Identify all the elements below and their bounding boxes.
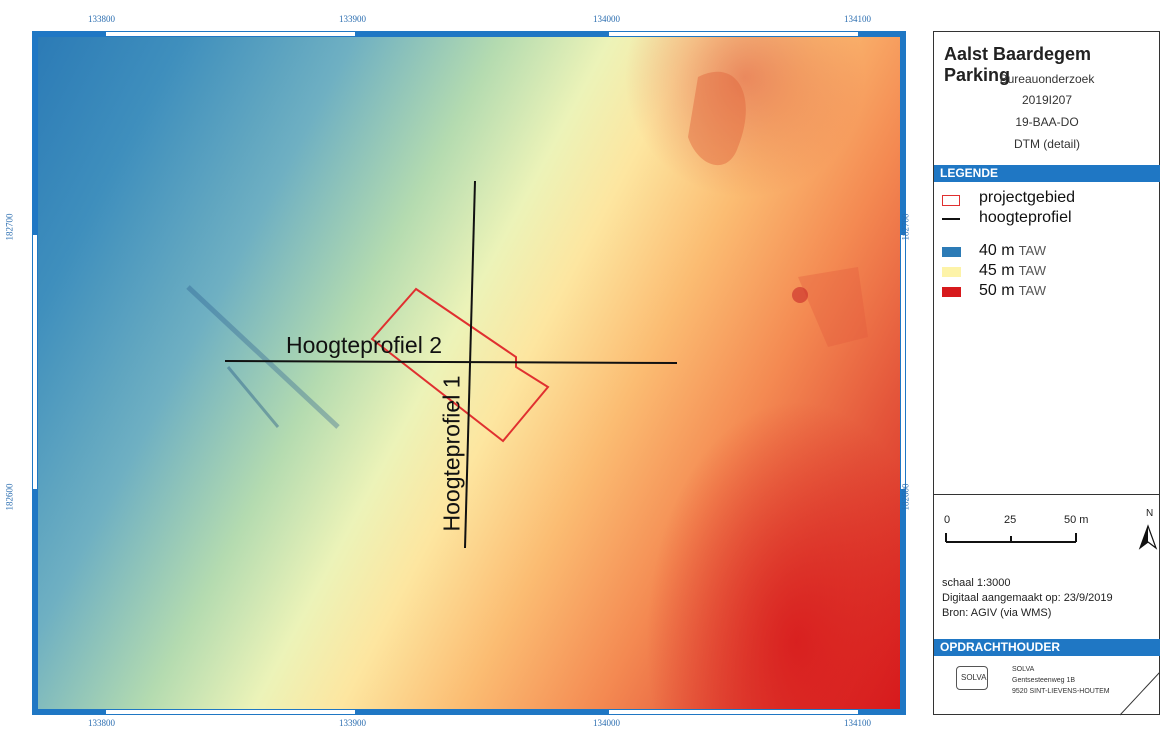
legend-unit: TAW xyxy=(1018,283,1047,298)
legend-header: LEGENDE xyxy=(934,165,1160,182)
terrain-feature xyxy=(792,287,808,303)
y-tick-label: 182600 xyxy=(900,483,911,511)
divider xyxy=(934,494,1160,495)
subtitle-line: 2019I207 xyxy=(1021,93,1073,107)
logo-text: SOLVA xyxy=(961,673,987,682)
profile-2-label: Hoogteprofiel 2 xyxy=(286,332,442,358)
creation-date-text: Digitaal aangemaakt op: 23/9/2019 xyxy=(942,592,1113,604)
profile-line-1 xyxy=(464,180,476,549)
client-city: 9520 SINT-LIEVENS-HOUTEM xyxy=(1012,688,1110,695)
scalebar-label: 0 xyxy=(944,514,951,526)
legend-class-45: 45 m TAW xyxy=(979,262,1046,280)
x-tick-label: 134000 xyxy=(593,718,620,728)
source-text: Bron: AGIV (via WMS) xyxy=(942,607,1052,619)
scalebar-label: 25 xyxy=(1004,514,1017,526)
legend-class-50: 50 m TAW xyxy=(979,282,1046,300)
x-tick-label: 133900 xyxy=(339,14,366,24)
frame-interval xyxy=(106,710,355,714)
frame-interval xyxy=(106,32,355,36)
profile-line-legend-icon xyxy=(942,218,960,220)
x-tick-label: 134100 xyxy=(844,14,871,24)
profile-1-label: Hoogteprofiel 1 xyxy=(438,375,465,532)
north-arrow-icon xyxy=(1138,524,1158,550)
y-tick-label: 182600 xyxy=(4,483,15,511)
north-label: N xyxy=(1146,508,1154,519)
corner-decoration xyxy=(1120,672,1160,716)
color-swatch-40 xyxy=(942,247,961,257)
client-street: Gentsesteenweg 1B xyxy=(1012,677,1076,684)
legend-value: 45 m xyxy=(979,262,1015,279)
x-tick-label: 134000 xyxy=(593,14,620,24)
client-name: SOLVA xyxy=(1012,666,1035,673)
profile-line-2 xyxy=(224,360,678,364)
project-area-legend-icon xyxy=(942,195,960,206)
subtitle-line: Bureauonderzoek xyxy=(999,72,1095,86)
legend-label: projectgebied xyxy=(979,189,1076,206)
map-overlay xyxy=(186,71,868,549)
legend-unit: TAW xyxy=(1018,243,1047,258)
map-info-panel: Aalst Baardegem Parking Bureauonderzoek … xyxy=(933,31,1160,716)
x-tick-label: 133800 xyxy=(88,14,115,24)
frame-interval xyxy=(609,710,858,714)
frame-interval xyxy=(33,235,37,489)
color-swatch-45 xyxy=(942,267,961,277)
frame-interval xyxy=(901,235,905,489)
solva-logo: SOLVA xyxy=(956,666,988,690)
x-tick-label: 134100 xyxy=(844,718,871,728)
terrain-feature xyxy=(798,267,868,347)
frame-top xyxy=(32,31,906,37)
y-tick-label: 182700 xyxy=(4,213,15,241)
client-header: OPDRACHTHOUDER xyxy=(934,639,1160,656)
legend-value: 50 m xyxy=(979,282,1015,299)
legend-label: hoogteprofiel xyxy=(979,209,1072,226)
subtitle-line: 19-BAA-DO xyxy=(1015,115,1079,129)
x-tick-label: 133900 xyxy=(339,718,366,728)
map-frame xyxy=(32,31,906,715)
y-tick-label: 182700 xyxy=(900,213,911,241)
legend-value: 40 m xyxy=(979,242,1015,259)
scale-text: schaal 1:3000 xyxy=(942,577,1011,589)
scalebar xyxy=(945,533,1077,543)
terrain-feature xyxy=(688,71,746,166)
map-title: Aalst Baardegem Parking xyxy=(944,44,1092,85)
terrain-feature xyxy=(226,366,280,428)
project-area-polygon xyxy=(370,287,550,443)
legend-class-40: 40 m TAW xyxy=(979,242,1046,260)
terrain-feature xyxy=(186,285,340,429)
legend-unit: TAW xyxy=(1018,263,1047,278)
x-tick-label: 133800 xyxy=(88,718,115,728)
subtitle-line: DTM (detail) xyxy=(1013,137,1080,151)
scalebar-label: 50 m xyxy=(1064,514,1089,526)
color-swatch-50 xyxy=(942,287,961,297)
frame-interval xyxy=(609,32,858,36)
frame-bottom xyxy=(32,709,906,715)
elevation-raster xyxy=(38,37,900,709)
